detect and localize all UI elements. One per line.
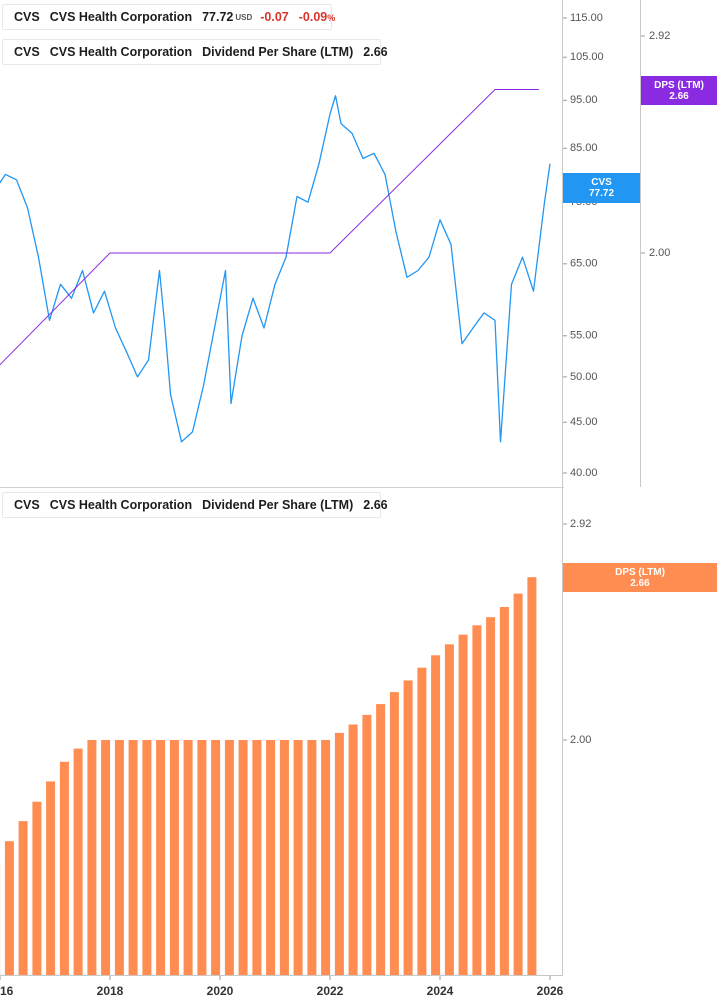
dps-bar: [486, 617, 496, 975]
dps-bar: [362, 714, 372, 975]
dps-bar: [224, 740, 234, 975]
dps-bar: [142, 740, 152, 975]
price-legend-name: CVS Health Corporation: [49, 10, 193, 24]
dps-bar: [307, 740, 317, 975]
dps-legend-bottom-ticker: CVS: [14, 498, 40, 512]
price-tick-label: 105.00: [570, 51, 604, 63]
dps-bar: [128, 740, 138, 975]
price-legend-change: -0.07: [260, 10, 289, 24]
dps-tick-label: 2.00: [649, 247, 670, 259]
dps-tag-bottom: DPS (LTM) 2.66: [563, 563, 717, 592]
dps-tag-top-label: DPS (LTM): [654, 79, 704, 91]
dps-bar: [59, 761, 69, 975]
dps-bar: [156, 740, 166, 975]
dps-tag-top: DPS (LTM) 2.66: [641, 76, 717, 105]
price-tick-label: 115.00: [570, 12, 603, 24]
x-axis-ticks: 2016 2018 2020 2022 2024 2026: [0, 976, 564, 998]
dps-bar: [431, 655, 441, 975]
price-legend-change-pct-value: -0.09: [298, 10, 328, 24]
dps-legend-top-metric: Dividend Per Share (LTM): [202, 45, 354, 59]
dps-bar: [403, 680, 413, 975]
dps-bar: [444, 644, 454, 975]
dps-bar: [389, 692, 399, 975]
dps-legend-bottom-metric: Dividend Per Share (LTM): [202, 498, 354, 512]
dps-bar: [472, 625, 482, 975]
dps-bar: [266, 740, 276, 975]
cvs-price-tag: CVS 77.72: [563, 173, 640, 203]
price-tick-label: 65.00: [570, 258, 598, 270]
price-tick-label: 55.00: [570, 330, 598, 342]
dps-bar: [169, 740, 179, 975]
bottom-tick-label: 2.92: [570, 518, 591, 530]
price-tick-label: 50.00: [570, 371, 598, 383]
dps-axis-ticks: 2.922.702.00: [641, 30, 670, 259]
dps-bar: [114, 740, 124, 975]
price-legend-price: 77.72: [202, 10, 234, 24]
dps-bar: [458, 634, 468, 975]
x-tick-label: 2026: [537, 984, 564, 998]
cvs-price-tag-ticker: CVS: [591, 177, 612, 188]
price-legend-ticker: CVS: [14, 10, 40, 24]
price-legend-change-pct: -0.09%: [299, 10, 336, 24]
dps-bar: [46, 781, 56, 975]
bottom-axis-ticks: 2.922.702.00: [563, 518, 591, 746]
dps-bar: [73, 748, 83, 975]
dps-bar: [183, 740, 193, 975]
dps-bar: [499, 607, 509, 975]
dps-bar: [376, 704, 386, 975]
dps-tag-top-value: 2.66: [669, 90, 689, 102]
dps-bar: [417, 667, 427, 975]
price-legend[interactable]: CVS CVS Health Corporation 77.72 USD -0.…: [2, 4, 335, 30]
bottom-tick-label: 2.00: [570, 734, 591, 746]
dps-bar: [18, 821, 28, 975]
dps-bar: [293, 740, 303, 975]
dps-legend-top-value: 2.66: [363, 45, 388, 59]
x-tick-label: 2018: [97, 984, 124, 998]
dps-legend-bottom-name: CVS Health Corporation: [49, 498, 193, 512]
price-axis-ticks: 115.00105.0095.0085.0075.0065.0055.0050.…: [563, 12, 604, 479]
price-line: [0, 95, 551, 443]
dps-bar: [238, 740, 248, 975]
dps-tag-bottom-label: DPS (LTM): [615, 566, 665, 578]
price-tick-label: 40.00: [570, 467, 598, 479]
dps-tag-bottom-value: 2.66: [630, 577, 650, 589]
dps-bar: [279, 740, 289, 975]
dps-bar: [197, 740, 207, 975]
dps-legend-bottom-value: 2.66: [363, 498, 388, 512]
price-legend-currency: USD: [235, 12, 253, 22]
dps-bar: [252, 740, 262, 975]
dps-bar: [513, 593, 523, 975]
dps-line: [0, 89, 539, 366]
dps-legend-top-name: CVS Health Corporation: [49, 45, 193, 59]
dps-bar: [87, 740, 97, 975]
dps-tick-label: 2.92: [649, 30, 670, 42]
dps-legend-bottom[interactable]: CVS CVS Health Corporation Dividend Per …: [2, 492, 388, 518]
price-tick-label: 95.00: [570, 94, 598, 106]
price-legend-pct-sign: %: [327, 13, 336, 23]
dps-bar: [101, 740, 111, 975]
x-tick-label: 2020: [207, 984, 234, 998]
x-tick-label: 2024: [427, 984, 454, 998]
cvs-price-tag-value: 77.72: [588, 188, 615, 199]
dps-legend-top-ticker: CVS: [14, 45, 40, 59]
dps-bar: [527, 577, 537, 975]
x-tick-label: 2016: [0, 984, 14, 998]
dps-bar: [321, 740, 331, 975]
price-tick-label: 85.00: [570, 142, 598, 154]
dps-legend-top[interactable]: CVS CVS Health Corporation Dividend Per …: [2, 39, 388, 65]
dps-bar: [4, 841, 14, 975]
dps-bars: [0, 577, 537, 975]
dps-bar: [211, 740, 221, 975]
x-tick-label: 2022: [317, 984, 344, 998]
price-tick-label: 45.00: [570, 416, 598, 428]
dps-bar: [334, 732, 344, 975]
dps-bar: [32, 801, 42, 975]
dps-bar: [348, 724, 358, 975]
